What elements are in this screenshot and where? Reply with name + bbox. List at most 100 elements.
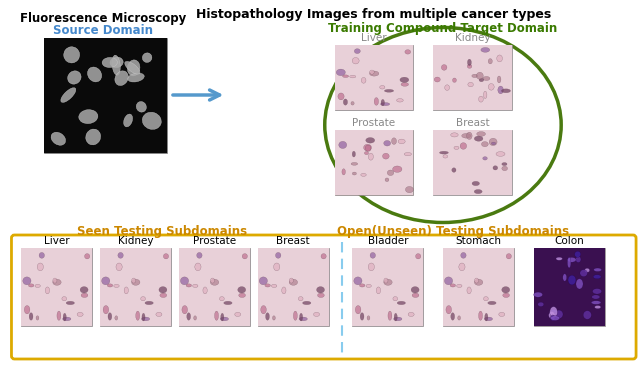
Ellipse shape xyxy=(220,317,228,321)
Ellipse shape xyxy=(435,77,440,82)
Ellipse shape xyxy=(501,89,511,93)
Ellipse shape xyxy=(61,88,76,102)
Ellipse shape xyxy=(203,287,207,294)
Ellipse shape xyxy=(481,47,490,52)
Ellipse shape xyxy=(63,317,71,321)
FancyBboxPatch shape xyxy=(335,130,413,195)
Ellipse shape xyxy=(235,312,241,316)
Ellipse shape xyxy=(211,278,214,283)
Ellipse shape xyxy=(483,77,490,80)
Ellipse shape xyxy=(392,138,397,144)
Ellipse shape xyxy=(451,133,458,137)
Ellipse shape xyxy=(468,82,474,87)
Ellipse shape xyxy=(383,153,389,159)
Ellipse shape xyxy=(534,292,543,297)
Ellipse shape xyxy=(24,306,30,314)
Ellipse shape xyxy=(493,166,498,170)
Ellipse shape xyxy=(352,151,355,157)
Ellipse shape xyxy=(503,293,509,298)
Ellipse shape xyxy=(289,279,298,285)
Ellipse shape xyxy=(237,286,246,293)
Ellipse shape xyxy=(108,313,112,320)
Ellipse shape xyxy=(489,138,497,146)
Ellipse shape xyxy=(187,313,191,320)
Text: Prostate: Prostate xyxy=(193,236,236,246)
Ellipse shape xyxy=(365,145,371,151)
Ellipse shape xyxy=(102,277,110,285)
Ellipse shape xyxy=(392,166,402,172)
Ellipse shape xyxy=(592,295,600,299)
Ellipse shape xyxy=(352,172,356,175)
Ellipse shape xyxy=(405,50,411,54)
Ellipse shape xyxy=(321,254,326,259)
Ellipse shape xyxy=(118,253,124,258)
Ellipse shape xyxy=(23,277,31,285)
Ellipse shape xyxy=(108,284,113,287)
Ellipse shape xyxy=(467,287,471,294)
Ellipse shape xyxy=(180,277,189,285)
Ellipse shape xyxy=(182,306,188,314)
Ellipse shape xyxy=(387,170,394,176)
Ellipse shape xyxy=(576,279,583,289)
Ellipse shape xyxy=(497,55,502,62)
Ellipse shape xyxy=(242,254,248,259)
Ellipse shape xyxy=(66,301,74,305)
Ellipse shape xyxy=(361,77,366,83)
Ellipse shape xyxy=(163,254,168,259)
Ellipse shape xyxy=(298,296,303,301)
Ellipse shape xyxy=(398,139,405,144)
FancyBboxPatch shape xyxy=(335,45,413,110)
Ellipse shape xyxy=(239,293,246,298)
FancyBboxPatch shape xyxy=(179,248,250,326)
FancyBboxPatch shape xyxy=(44,38,167,153)
Ellipse shape xyxy=(224,301,232,305)
Ellipse shape xyxy=(412,293,419,298)
Ellipse shape xyxy=(369,153,373,160)
Ellipse shape xyxy=(124,287,129,294)
Ellipse shape xyxy=(142,112,161,129)
Ellipse shape xyxy=(355,306,361,314)
Ellipse shape xyxy=(127,60,140,76)
Ellipse shape xyxy=(28,284,34,287)
Ellipse shape xyxy=(360,313,364,320)
Ellipse shape xyxy=(467,59,472,65)
Ellipse shape xyxy=(156,312,162,316)
Ellipse shape xyxy=(351,162,358,165)
Ellipse shape xyxy=(499,312,505,316)
Ellipse shape xyxy=(474,278,479,283)
Ellipse shape xyxy=(112,55,120,75)
Ellipse shape xyxy=(125,61,140,74)
Ellipse shape xyxy=(370,70,374,74)
Ellipse shape xyxy=(496,152,505,156)
Text: Histopathology Images from multiple cancer types: Histopathology Images from multiple canc… xyxy=(196,8,552,21)
Ellipse shape xyxy=(53,278,57,283)
Ellipse shape xyxy=(568,275,576,285)
Ellipse shape xyxy=(368,263,374,271)
Ellipse shape xyxy=(194,316,196,320)
Ellipse shape xyxy=(342,169,346,175)
Ellipse shape xyxy=(115,71,128,85)
Ellipse shape xyxy=(593,288,602,294)
Ellipse shape xyxy=(343,99,348,105)
Ellipse shape xyxy=(110,57,123,68)
Ellipse shape xyxy=(142,313,145,321)
Ellipse shape xyxy=(454,146,459,149)
Ellipse shape xyxy=(472,74,477,78)
Ellipse shape xyxy=(196,253,202,258)
Ellipse shape xyxy=(492,142,496,145)
Ellipse shape xyxy=(550,316,560,320)
Ellipse shape xyxy=(440,151,449,154)
Ellipse shape xyxy=(45,287,49,294)
Ellipse shape xyxy=(461,134,471,138)
Ellipse shape xyxy=(594,268,602,271)
Ellipse shape xyxy=(458,316,461,320)
FancyBboxPatch shape xyxy=(12,235,636,359)
Ellipse shape xyxy=(376,287,381,294)
Ellipse shape xyxy=(488,84,494,90)
Ellipse shape xyxy=(293,311,298,320)
Ellipse shape xyxy=(384,141,390,146)
Ellipse shape xyxy=(401,82,408,86)
Ellipse shape xyxy=(556,257,563,260)
FancyBboxPatch shape xyxy=(21,248,92,326)
Ellipse shape xyxy=(142,53,152,62)
